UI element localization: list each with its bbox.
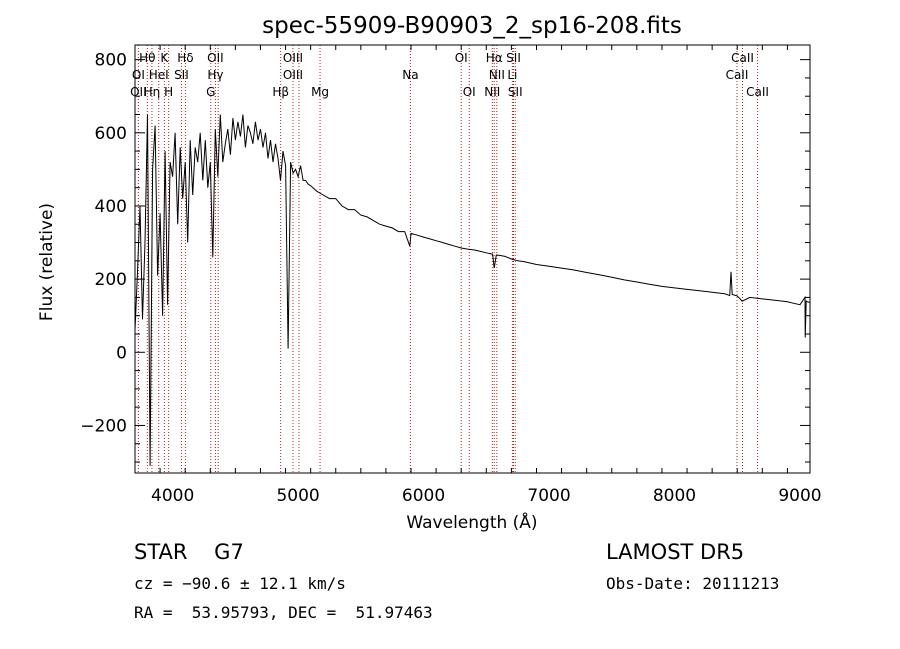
line-label: SII [506, 51, 521, 65]
line-label: OII [130, 85, 147, 99]
line-label: CaII [726, 68, 749, 82]
line-label: OIII [283, 51, 303, 65]
redshift-velocity: cz = −90.6 ± 12.1 km/s [134, 574, 346, 593]
y-tick-label: 600 [95, 124, 127, 144]
line-label: Hη [144, 85, 161, 99]
line-label: CaII [746, 85, 769, 99]
line-label: K [160, 51, 169, 65]
object-class: STAR G7 [134, 540, 244, 564]
y-tick-label: 400 [95, 197, 127, 217]
line-label: Hα [486, 51, 503, 65]
x-tick-label: 7000 [527, 486, 570, 506]
line-label: G [206, 85, 215, 99]
x-tick-label: 6000 [402, 486, 445, 506]
x-tick-label: 4000 [151, 486, 194, 506]
y-axis-ticks: −200 0 200 400 600 800 [80, 51, 810, 463]
line-label: NII [484, 85, 500, 99]
observation-date: Obs-Date: 20111213 [606, 574, 780, 593]
line-label: CaII [731, 51, 754, 65]
y-tick-label: 200 [95, 270, 127, 290]
plot-frame [134, 44, 811, 474]
line-label: OIII [283, 68, 303, 82]
ra-dec-coordinates: RA = 53.95793, DEC = 51.97463 [134, 603, 433, 622]
chart-title: spec-55909-B90903_2_sp16-208.fits [262, 13, 682, 39]
spectrum-line [134, 114, 811, 466]
x-axis-label: Wavelength (Å) [406, 511, 537, 533]
line-label: Hδ [177, 51, 193, 65]
line-label: Hθ [139, 51, 155, 65]
survey-name: LAMOST DR5 [606, 540, 745, 564]
x-axis-ticks: 4000 5000 6000 7000 8000 9000 [134, 45, 822, 506]
line-label: SII [174, 68, 189, 82]
line-label: Li [507, 68, 517, 82]
line-label: HeI [149, 68, 169, 82]
line-label: Hβ [272, 85, 289, 99]
line-label: SII [508, 85, 523, 99]
y-axis-label: Flux (relative) [37, 203, 57, 321]
spectral-line-markers [137, 45, 759, 473]
line-label: OI [463, 85, 476, 99]
line-label: OI [132, 68, 145, 82]
y-tick-label: 800 [95, 51, 127, 71]
line-label: Mg [311, 85, 329, 99]
line-label: Hγ [207, 68, 223, 82]
y-tick-label: −200 [80, 416, 127, 436]
line-label: NII [489, 68, 505, 82]
x-tick-label: 5000 [276, 486, 319, 506]
x-tick-label: 8000 [653, 486, 696, 506]
line-label: H [164, 85, 173, 99]
line-label: OI [455, 51, 468, 65]
y-tick-label: 0 [116, 343, 127, 363]
line-label: Na [402, 68, 418, 82]
line-label: OII [207, 51, 224, 65]
x-tick-label: 9000 [778, 486, 821, 506]
